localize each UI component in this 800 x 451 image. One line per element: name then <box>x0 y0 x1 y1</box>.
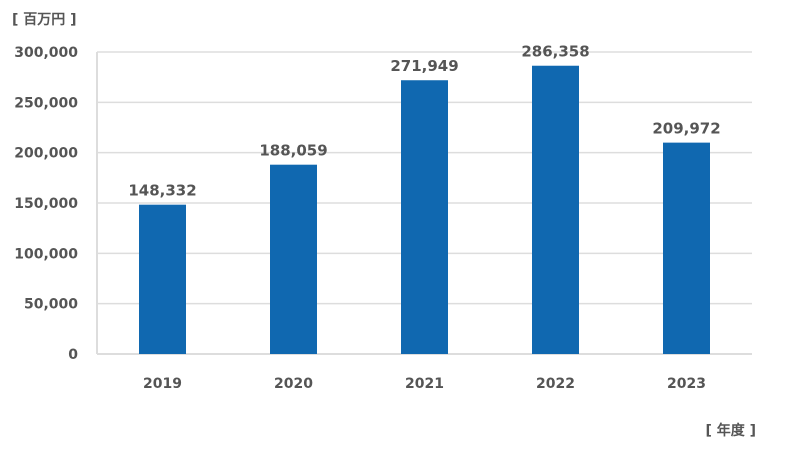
data-label: 148,332 <box>128 182 196 200</box>
x-axis-ticks: 2019 2020 2021 2022 2023 <box>143 376 706 392</box>
y-tick-label: 200,000 <box>14 146 78 162</box>
bar <box>139 204 186 354</box>
bar <box>270 164 317 354</box>
y-axis-unit-label: [ 百万円 ] <box>12 12 77 28</box>
bar <box>401 80 448 354</box>
data-label: 271,949 <box>390 57 458 75</box>
x-tick-label: 2019 <box>143 376 182 392</box>
y-tick-label: 250,000 <box>14 95 78 111</box>
y-tick-label: 50,000 <box>24 297 78 313</box>
y-tick-label: 100,000 <box>14 246 78 262</box>
x-tick-label: 2021 <box>405 376 444 392</box>
bar <box>663 142 710 354</box>
y-tick-label: 300,000 <box>14 45 78 61</box>
x-tick-label: 2022 <box>536 376 575 392</box>
x-tick-label: 2023 <box>667 376 706 392</box>
gridlines <box>96 51 752 355</box>
data-label: 209,972 <box>652 120 720 138</box>
data-labels: 148,332 188,059 271,949 286,358 209,972 <box>128 43 720 200</box>
y-tick-label: 150,000 <box>14 196 78 212</box>
x-tick-label: 2020 <box>274 376 313 392</box>
bars <box>139 65 710 355</box>
data-label: 286,358 <box>521 43 589 61</box>
data-label: 188,059 <box>259 142 327 160</box>
y-tick-label: 0 <box>68 347 78 363</box>
x-axis-unit-label: [ 年度 ] <box>705 423 756 439</box>
bar <box>532 65 579 355</box>
y-axis-ticks: 0 50,000 100,000 150,000 200,000 250,000 300,0… <box>14 45 78 363</box>
